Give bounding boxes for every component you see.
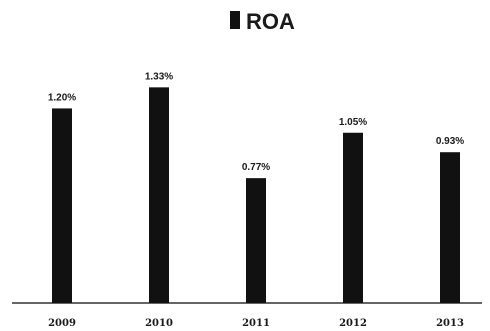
x-tick-label-2010: 2010 (145, 318, 173, 329)
plot-area: 1.20%1.33%0.77%1.05%0.93% 2009 2010 2011 20… (12, 71, 482, 329)
x-tick-label-2012: 2012 (339, 318, 367, 329)
bar-2009 (52, 108, 72, 303)
bar-2010 (149, 87, 169, 303)
data-label-2009: 1.20% (48, 92, 76, 103)
bar-2013 (440, 152, 460, 303)
value-labels-group: 1.20% 1.33% 0.77% 1.05% 0.93% (48, 71, 464, 173)
x-tick-label-2009: 2009 (48, 318, 76, 329)
legend-label-roa: ROA (246, 9, 295, 34)
data-label-2010: 1.33% (145, 71, 173, 82)
data-label-2012: 1.05% (339, 117, 367, 128)
legend-swatch (230, 11, 240, 29)
x-axis-tick-labels: 2009 2010 2011 2012 2013 (48, 318, 464, 329)
x-tick-label-2013: 2013 (436, 318, 464, 329)
bars-group (52, 87, 460, 303)
data-label-2011: 0.77% (242, 162, 270, 173)
legend: ROA (230, 9, 295, 34)
x-tick-label-2011: 2011 (242, 318, 270, 329)
bar-2011 (246, 178, 266, 303)
bar-2012 (343, 132, 363, 303)
data-label-2013: 0.93% (436, 136, 464, 147)
